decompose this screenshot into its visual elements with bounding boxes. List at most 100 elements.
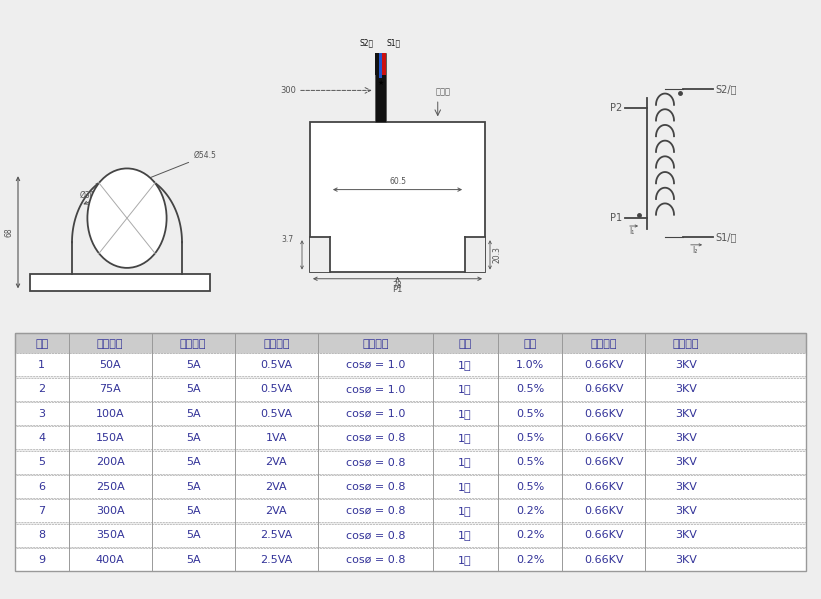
Text: cosø = 0.8: cosø = 0.8 xyxy=(346,482,405,492)
Text: 1匝: 1匝 xyxy=(458,360,472,370)
Bar xyxy=(374,53,386,122)
Text: 300A: 300A xyxy=(96,506,125,516)
Text: 额定输出: 额定输出 xyxy=(180,339,207,349)
Text: 0.66KV: 0.66KV xyxy=(584,433,623,443)
Text: 1匝: 1匝 xyxy=(458,506,472,516)
Text: S1红: S1红 xyxy=(387,39,401,48)
Text: 电压等级: 电压等级 xyxy=(590,339,617,349)
Text: 100A: 100A xyxy=(96,409,125,419)
Text: 1匝: 1匝 xyxy=(458,530,472,540)
Text: 75A: 75A xyxy=(99,384,121,394)
Text: 2VA: 2VA xyxy=(265,506,287,516)
Text: 0.66KV: 0.66KV xyxy=(584,506,623,516)
Text: S1/红: S1/红 xyxy=(715,232,736,243)
Text: 0.5%: 0.5% xyxy=(516,384,544,394)
Text: 额定输入: 额定输入 xyxy=(97,339,123,349)
Text: 250A: 250A xyxy=(96,482,125,492)
Text: 2VA: 2VA xyxy=(265,482,287,492)
Text: 78: 78 xyxy=(392,282,402,291)
Text: 5A: 5A xyxy=(186,409,200,419)
Text: P2: P2 xyxy=(610,103,622,113)
Text: 0.2%: 0.2% xyxy=(516,555,544,564)
Text: 1匝: 1匝 xyxy=(458,482,472,492)
Circle shape xyxy=(87,168,167,268)
Text: 3KV: 3KV xyxy=(675,433,697,443)
Text: 0.5%: 0.5% xyxy=(516,433,544,443)
Text: 5A: 5A xyxy=(186,482,200,492)
Text: 2.5VA: 2.5VA xyxy=(260,555,292,564)
Text: 0.66KV: 0.66KV xyxy=(584,457,623,467)
Bar xyxy=(15,475,806,498)
Text: cosø = 1.0: cosø = 1.0 xyxy=(346,384,405,394)
Text: 2VA: 2VA xyxy=(265,457,287,467)
Text: 1匝: 1匝 xyxy=(458,555,472,564)
Text: 5A: 5A xyxy=(186,384,200,394)
Bar xyxy=(15,524,806,547)
Text: 3KV: 3KV xyxy=(675,360,697,370)
Text: 3KV: 3KV xyxy=(675,482,697,492)
Text: 0.5%: 0.5% xyxy=(516,409,544,419)
Text: 精度: 精度 xyxy=(523,339,537,349)
Bar xyxy=(15,378,806,401)
Text: 9: 9 xyxy=(38,555,45,564)
Bar xyxy=(378,53,382,78)
Text: 3KV: 3KV xyxy=(675,506,697,516)
Text: 0.66KV: 0.66KV xyxy=(584,482,623,492)
Text: 350A: 350A xyxy=(96,530,125,540)
Text: 7: 7 xyxy=(38,506,45,516)
Bar xyxy=(15,426,806,449)
Text: P1: P1 xyxy=(392,285,402,294)
Text: 3KV: 3KV xyxy=(675,409,697,419)
Text: 序号: 序号 xyxy=(35,339,48,349)
Text: S2/黄: S2/黄 xyxy=(715,84,736,94)
Text: 1匝: 1匝 xyxy=(458,457,472,467)
Text: 3.7: 3.7 xyxy=(282,235,294,244)
Text: 2.5VA: 2.5VA xyxy=(260,530,292,540)
Text: 匝数: 匝数 xyxy=(458,339,472,349)
Bar xyxy=(15,500,806,522)
Text: 额定负荷: 额定负荷 xyxy=(263,339,290,349)
Text: 1匝: 1匝 xyxy=(458,433,472,443)
Bar xyxy=(310,122,485,273)
Text: 5A: 5A xyxy=(186,506,200,516)
Bar xyxy=(382,53,386,75)
Text: 3KV: 3KV xyxy=(675,530,697,540)
Bar xyxy=(30,274,210,291)
Text: 0.66KV: 0.66KV xyxy=(584,360,623,370)
Text: 5: 5 xyxy=(39,457,45,467)
Text: 200A: 200A xyxy=(96,457,125,467)
Text: 1匝: 1匝 xyxy=(458,384,472,394)
Bar xyxy=(374,53,378,75)
Text: cosø = 1.0: cosø = 1.0 xyxy=(346,409,405,419)
Text: 6: 6 xyxy=(39,482,45,492)
Bar xyxy=(15,548,806,571)
Bar xyxy=(15,402,806,425)
Text: 5A: 5A xyxy=(186,433,200,443)
Text: 3KV: 3KV xyxy=(675,457,697,467)
Bar xyxy=(465,237,485,273)
Text: 1: 1 xyxy=(39,360,45,370)
Text: 0.66KV: 0.66KV xyxy=(584,530,623,540)
Text: 0.5VA: 0.5VA xyxy=(260,384,292,394)
Text: 功率因素: 功率因素 xyxy=(362,339,388,349)
Text: 5A: 5A xyxy=(186,457,200,467)
Text: I₁: I₁ xyxy=(630,227,635,236)
Text: 0.5%: 0.5% xyxy=(516,482,544,492)
Text: 3KV: 3KV xyxy=(675,384,697,394)
Text: 150A: 150A xyxy=(96,433,125,443)
Text: 0.66KV: 0.66KV xyxy=(584,384,623,394)
Text: 20.3: 20.3 xyxy=(493,246,502,264)
Text: 4: 4 xyxy=(38,433,45,443)
Text: Ø54.5: Ø54.5 xyxy=(85,151,217,204)
Text: 0.66KV: 0.66KV xyxy=(584,409,623,419)
Text: I₂: I₂ xyxy=(692,246,698,255)
Text: 50A: 50A xyxy=(99,360,121,370)
Text: 400A: 400A xyxy=(96,555,125,564)
Text: 环氧固: 环氧固 xyxy=(435,87,450,96)
Text: cosø = 0.8: cosø = 0.8 xyxy=(346,457,405,467)
Text: 1匝: 1匝 xyxy=(458,409,472,419)
Text: 0.2%: 0.2% xyxy=(516,506,544,516)
Text: 68: 68 xyxy=(4,228,13,237)
Text: 5A: 5A xyxy=(186,530,200,540)
Text: cosø = 0.8: cosø = 0.8 xyxy=(346,530,405,540)
